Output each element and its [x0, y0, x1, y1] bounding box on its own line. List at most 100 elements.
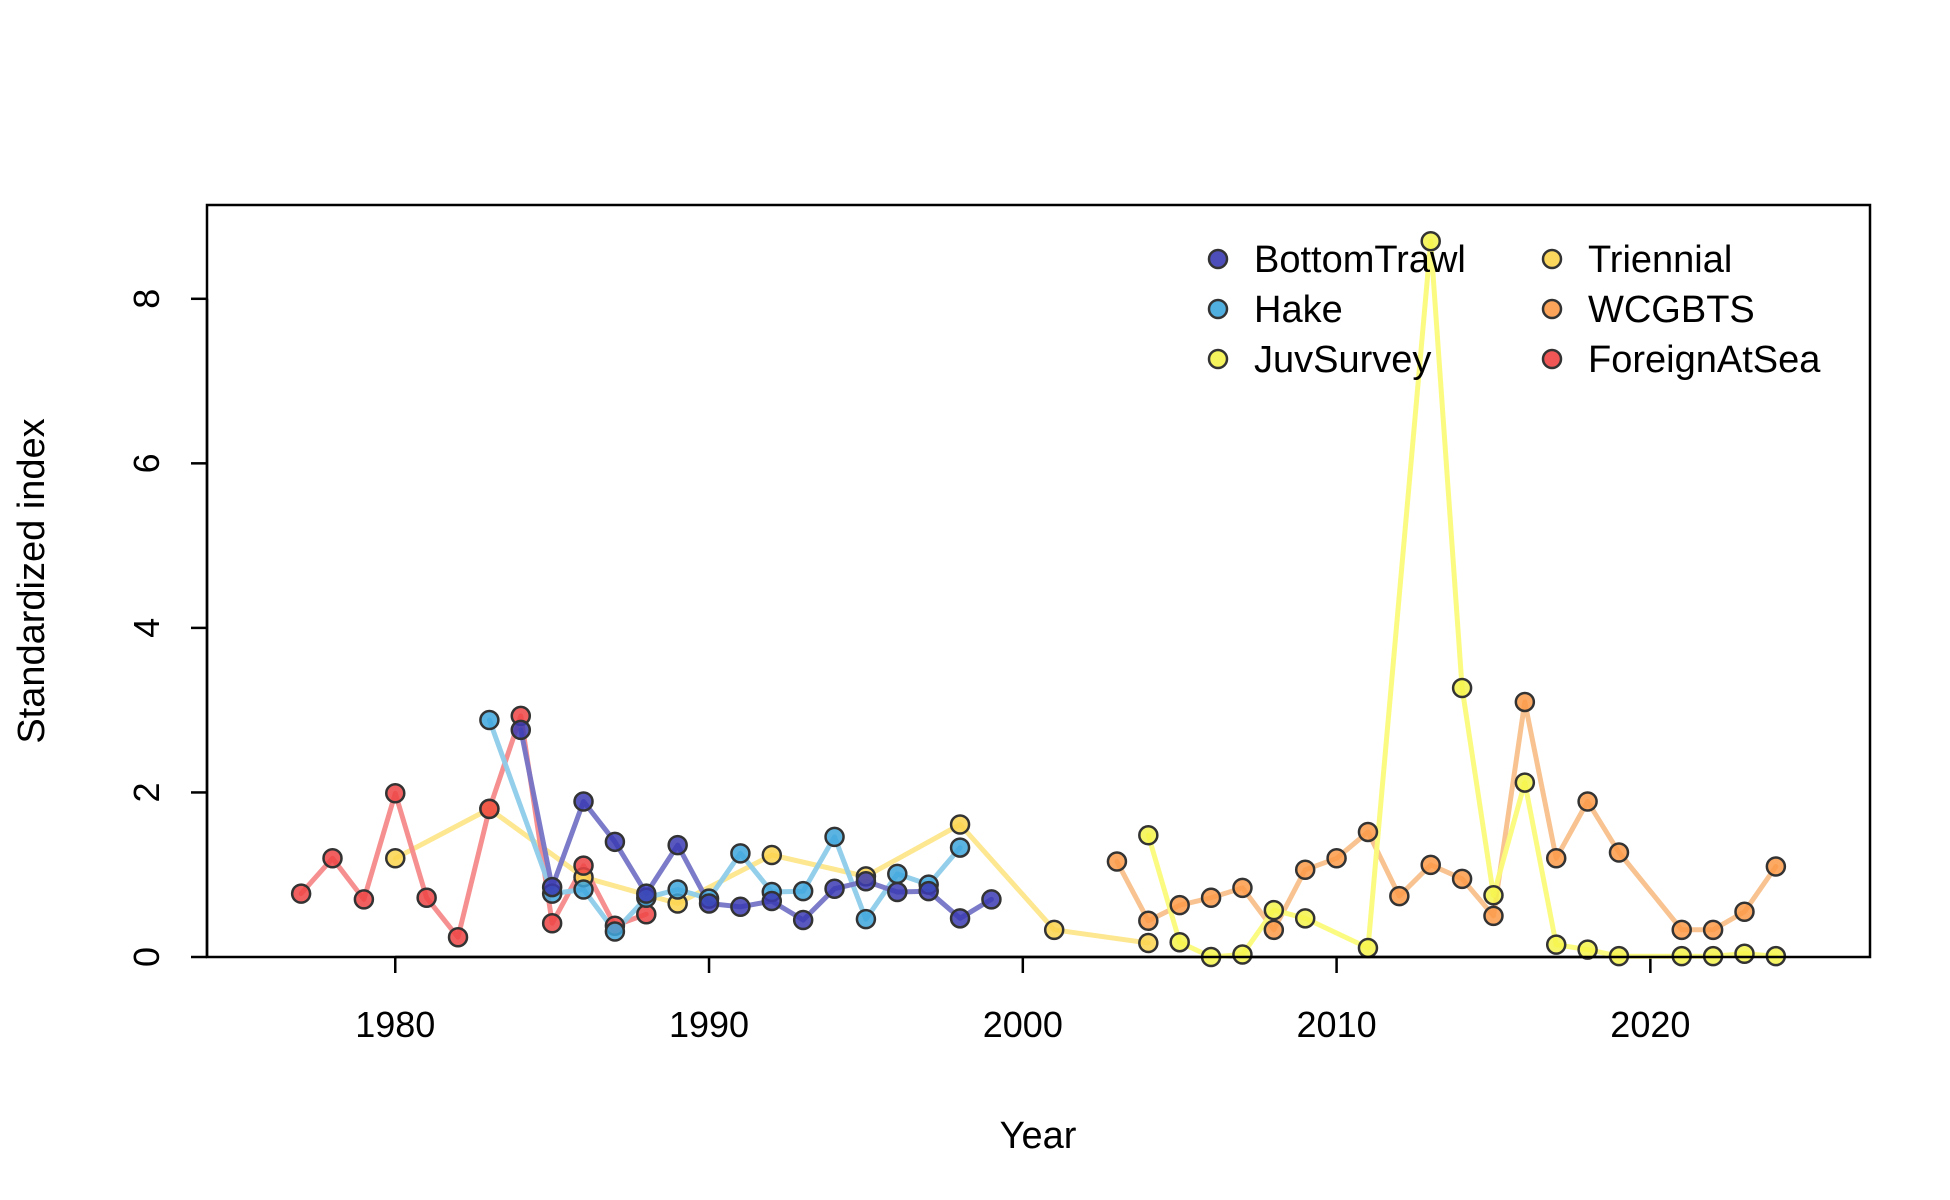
legend-item-hake: Hake [1207, 289, 1343, 331]
x-tick-label: 2010 [1297, 1004, 1377, 1045]
x-tick-label: 1980 [355, 1004, 435, 1045]
data-point-bottomtrawl [636, 883, 657, 904]
data-point-foreignatsea [322, 848, 343, 869]
y-tick-label: 2 [126, 782, 167, 802]
data-point-wcgbts [1294, 859, 1316, 881]
data-point-wcgbts [1608, 842, 1630, 863]
data-point-bottomtrawl [824, 878, 845, 899]
legend-marker [1541, 298, 1563, 320]
legend-marker [1207, 248, 1229, 270]
data-point-juvsurvey [1451, 677, 1473, 699]
legend-item-juvsurvey: JuvSurvey [1207, 339, 1431, 381]
data-point-wcgbts [1671, 919, 1692, 941]
data-point-bottomtrawl [510, 719, 532, 741]
data-point-wcgbts [1514, 691, 1536, 713]
data-point-juvsurvey [1294, 908, 1316, 929]
data-point-juvsurvey [1169, 931, 1190, 953]
data-point-juvsurvey [1514, 772, 1536, 793]
data-point-hake [855, 908, 877, 930]
data-point-juvsurvey [1483, 885, 1504, 906]
legend-marker [1541, 348, 1563, 370]
data-point-juvsurvey [1577, 939, 1598, 960]
data-point-bottomtrawl [604, 831, 626, 853]
y-tick-label: 6 [126, 453, 167, 473]
data-point-wcgbts [1357, 821, 1379, 843]
data-point-wcgbts [1138, 910, 1159, 932]
data-point-foreignatsea [447, 927, 469, 948]
x-tick-label: 2020 [1610, 1004, 1690, 1045]
data-point-foreignatsea [290, 883, 312, 904]
data-point-wcgbts [1451, 868, 1473, 890]
data-point-wcgbts [1420, 854, 1441, 876]
data-point-bottomtrawl [667, 834, 688, 856]
data-point-wcgbts [1545, 848, 1567, 869]
data-point-wcgbts [1106, 851, 1128, 872]
data-point-foreignatsea [385, 783, 406, 804]
data-point-wcgbts [1734, 901, 1755, 922]
legend: BottomTrawl Hake JuvSurvey Triennial WCGBTS F… [1207, 239, 1821, 381]
data-point-juvsurvey [1545, 934, 1567, 955]
data-point-foreignatsea [479, 798, 500, 820]
data-point-juvsurvey [1420, 230, 1441, 252]
data-point-wcgbts [1169, 894, 1190, 916]
data-point-bottomtrawl [918, 880, 939, 902]
x-tick-label: 1990 [669, 1004, 749, 1045]
data-point-juvsurvey [1734, 943, 1755, 964]
data-point-triennial [1138, 932, 1159, 954]
data-point-wcgbts [1232, 877, 1253, 899]
y-tick-label: 0 [126, 947, 167, 967]
data-point-wcgbts [1702, 919, 1724, 941]
data-point-foreignatsea [573, 855, 594, 876]
data-point-juvsurvey [1232, 944, 1253, 965]
data-point-triennial [385, 848, 406, 869]
data-point-hake [949, 837, 971, 858]
data-point-bottomtrawl [855, 871, 877, 892]
data-point-foreignatsea [416, 887, 437, 909]
data-point-wcgbts [1577, 791, 1598, 812]
data-point-hake [667, 879, 688, 900]
data-point-foreignatsea [541, 913, 563, 934]
y-tick-label: 8 [126, 289, 167, 309]
plot-frame [205, 203, 1872, 959]
y-tick-label: 4 [126, 618, 167, 638]
legend-marker [1207, 348, 1229, 370]
data-point-wcgbts [1389, 885, 1410, 907]
data-point-wcgbts [1326, 848, 1347, 869]
data-point-wcgbts [1263, 919, 1285, 941]
data-point-hake [824, 826, 845, 848]
x-tick-label: 2000 [983, 1004, 1063, 1045]
data-point-triennial [1043, 919, 1065, 941]
data-point-hake [573, 879, 594, 900]
data-point-bottomtrawl [949, 908, 971, 929]
data-point-foreignatsea [353, 889, 375, 910]
data-point-juvsurvey [1138, 824, 1159, 846]
data-point-bottomtrawl [541, 876, 563, 898]
legend-label: Hake [1254, 289, 1343, 331]
data-point-hake [730, 843, 751, 864]
legend-label: WCGBTS [1588, 289, 1755, 331]
data-point-bottomtrawl [981, 889, 1002, 910]
legend-item-triennial: Triennial [1541, 239, 1732, 281]
series-line-triennial [392, 806, 1151, 946]
legend-label: BottomTrawl [1254, 239, 1466, 281]
series-points [290, 230, 1787, 968]
data-point-hake [479, 709, 500, 731]
data-point-juvsurvey [1357, 937, 1379, 959]
legend-label: JuvSurvey [1254, 339, 1431, 381]
data-point-bottomtrawl [730, 896, 751, 918]
series-line-bottomtrawl [518, 727, 994, 923]
data-point-wcgbts [1200, 887, 1222, 909]
data-point-wcgbts [1765, 856, 1787, 877]
data-point-triennial [761, 844, 783, 866]
data-point-hake [887, 863, 908, 885]
legend-marker [1207, 298, 1229, 320]
legend-label: ForeignAtSea [1588, 339, 1821, 381]
data-point-wcgbts [1483, 905, 1504, 927]
data-point-triennial [949, 814, 971, 835]
axes: 1980 1990 2000 2010 2020 0 2 4 6 8 [126, 289, 1690, 1045]
data-point-hake [604, 921, 626, 942]
legend-item-wcgbts: WCGBTS [1541, 289, 1755, 331]
data-point-bottomtrawl [887, 881, 908, 903]
legend-item-foreignatsea: ForeignAtSea [1541, 339, 1821, 381]
